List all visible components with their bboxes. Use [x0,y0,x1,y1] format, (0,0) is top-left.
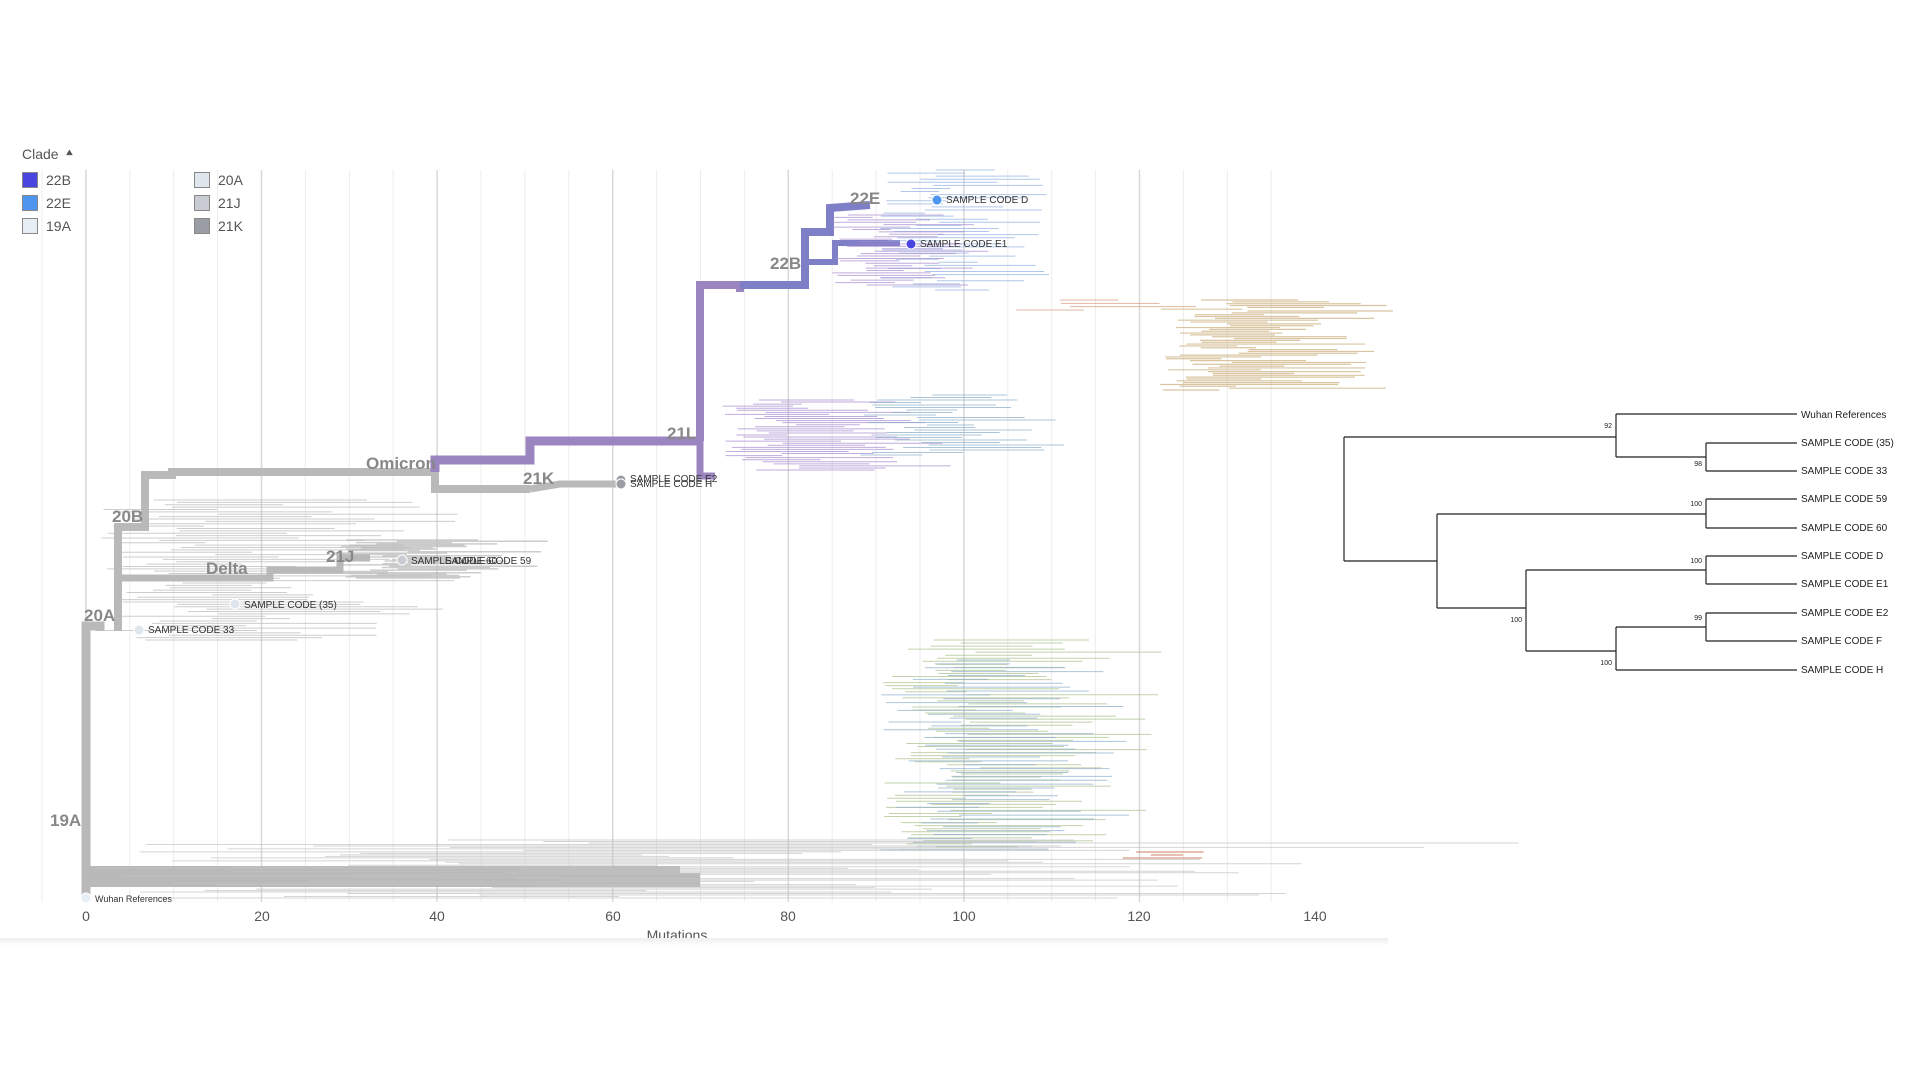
branch-22b [740,201,871,289]
sample-node-60 [396,554,408,566]
clade-label-delta: Delta [206,559,248,578]
x-tick-label: 0 [82,908,90,924]
x-tick-label: 40 [429,908,445,924]
legend-item-21k[interactable]: 21K [194,216,314,235]
legend-swatch [194,217,210,234]
branch-21l-lower [696,441,715,480]
sample-node-35 [229,598,241,610]
clade-label-21k: 21K [523,469,555,488]
x-tick-label: 140 [1303,908,1327,924]
legend-toggle[interactable]: Clade ⯅ [22,145,314,163]
x-tick-label: 80 [780,908,796,924]
x-tick-label: 60 [605,908,621,924]
sample-label-60[interactable]: SAMPLE CODE 60 [411,556,498,567]
sample-label-59[interactable]: SAMPLE CODE 59 [445,556,532,567]
dendro-leaf-33[interactable]: SAMPLE CODE 33 [1801,466,1888,477]
clade-label-21l: 21L [667,424,696,443]
branch-21k [529,480,620,493]
sample-label-h[interactable]: SAMPLE CODE H [630,479,712,490]
chevron-up-icon[interactable]: ⯅ [64,145,75,160]
sample-node-e1 [905,238,917,250]
branch-20b [114,468,530,631]
x-tick-label: 100 [952,908,976,924]
footer-shadow [0,938,1388,946]
x-tick-label: 120 [1127,908,1151,924]
legend-item-22b[interactable]: 22B [22,170,194,189]
sample-label-d[interactable]: SAMPLE CODE D [946,195,1028,206]
sample-node-d [931,194,943,206]
sample-node-33 [133,624,145,636]
sample-node-wuhan [80,892,92,904]
legend-label: 22B [46,171,71,188]
legend-swatch [194,194,210,211]
legend-item-21j[interactable]: 21J [194,193,314,212]
sample-label-35[interactable]: SAMPLE CODE (35) [244,600,337,611]
tree-tip-fans [94,169,1519,899]
dendro-leaf-h[interactable]: SAMPLE CODE H [1801,665,1883,676]
dendro-leaf-59[interactable]: SAMPLE CODE 59 [1801,494,1888,505]
clade-label-22b: 22B [770,254,801,273]
legend-label: 21K [218,217,243,234]
dendro-leaf-60[interactable]: SAMPLE CODE 60 [1801,523,1888,534]
tree-sample-nodes [80,194,943,904]
legend-title: Clade [22,146,59,162]
legend-item-20a[interactable]: 20A [194,170,314,189]
clade-label-20b: 20B [112,507,143,526]
branch-19a [81,621,105,900]
sample-node-h [615,478,627,490]
legend-items: 22B 20A 22E 21J 19A 21K [22,170,314,235]
x-tick-label: 20 [254,908,270,924]
legend-label: 21J [218,194,241,211]
sample-label-e1[interactable]: SAMPLE CODE E1 [920,239,1008,250]
clade-label-22e: 22E [850,189,880,208]
legend-swatch [22,171,38,188]
legend-label: 19A [46,217,71,234]
legend-label: 22E [46,194,71,211]
branch-21l [696,281,744,441]
dendro-leaf-e1[interactable]: SAMPLE CODE E1 [1801,579,1889,590]
dendro-leaf-35[interactable]: SAMPLE CODE (35) [1801,438,1894,449]
dendro-leaf-d[interactable]: SAMPLE CODE D [1801,551,1883,562]
clade-label-20a: 20A [84,606,115,625]
legend-swatch [22,194,38,211]
clade-legend: Clade ⯅ 22B 20A 22E 21J 19A [22,146,314,235]
dendro-leaf-wuhan[interactable]: Wuhan References [1801,410,1886,421]
legend-swatch [22,217,38,234]
clade-label-19a: 19A [50,811,81,830]
clade-label-omicron: Omicron [366,454,436,473]
clade-label-21j: 21J [326,547,354,566]
legend-label: 20A [218,171,243,188]
dendro-leaf-e2[interactable]: SAMPLE CODE E2 [1801,608,1889,619]
legend-swatch [194,171,210,188]
branch-omicron [430,436,700,472]
dendro-leaf-f[interactable]: SAMPLE CODE F [1801,636,1882,647]
legend-item-19a[interactable]: 19A [22,216,194,235]
sample-label-e2[interactable]: SAMPLE CODE E2 [630,474,718,485]
sample-label-wuhan[interactable]: Wuhan References [95,894,172,904]
legend-item-22e[interactable]: 22E [22,193,194,212]
sample-label-33[interactable]: SAMPLE CODE 33 [148,625,235,636]
branch-22b-sub [805,240,900,265]
